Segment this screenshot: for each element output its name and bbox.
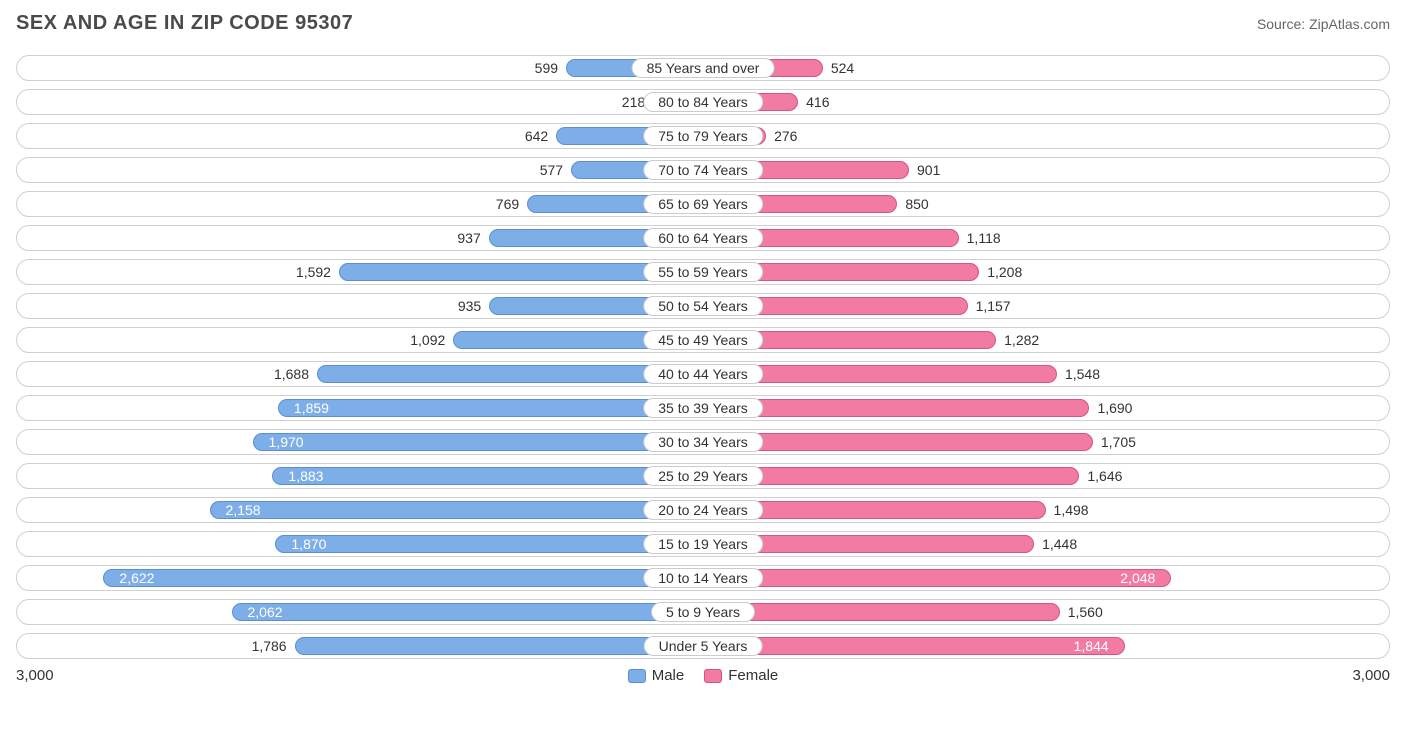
female-value: 1,282 — [1004, 328, 1039, 352]
male-bar — [103, 569, 703, 587]
category-label: 30 to 34 Years — [643, 432, 763, 452]
male-value: 1,883 — [278, 464, 333, 488]
chart-source: Source: ZipAtlas.com — [1257, 16, 1390, 32]
male-bar — [275, 535, 703, 553]
axis-right-max: 3,000 — [1352, 667, 1390, 684]
female-value: 1,448 — [1042, 532, 1077, 556]
axis-left-max: 3,000 — [16, 667, 54, 684]
male-bar — [295, 637, 703, 655]
chart-title: SEX AND AGE IN ZIP CODE 95307 — [16, 12, 353, 35]
male-value: 2,622 — [109, 566, 164, 590]
male-value: 577 — [540, 158, 563, 182]
female-value: 1,208 — [987, 260, 1022, 284]
chart-row: 1,092 1,282 45 to 49 Years — [16, 327, 1390, 353]
female-value: 1,560 — [1068, 600, 1103, 624]
legend-swatch-female — [704, 669, 722, 683]
category-label: 35 to 39 Years — [643, 398, 763, 418]
chart-row: 218 416 80 to 84 Years — [16, 89, 1390, 115]
female-value: 1,498 — [1054, 498, 1089, 522]
legend-label-female: Female — [728, 667, 778, 684]
category-label: 50 to 54 Years — [643, 296, 763, 316]
male-bar — [253, 433, 703, 451]
chart-row: 1,970 1,705 30 to 34 Years — [16, 429, 1390, 455]
female-value: 1,157 — [976, 294, 1011, 318]
population-pyramid-chart: 599 524 85 Years and over 218 416 80 to 84 Ye… — [16, 55, 1390, 659]
female-value: 1,690 — [1097, 396, 1132, 420]
female-value: 1,118 — [967, 226, 1001, 250]
male-value: 1,092 — [410, 328, 445, 352]
category-label: Under 5 Years — [644, 636, 763, 656]
category-label: 10 to 14 Years — [643, 568, 763, 588]
female-bar — [703, 603, 1060, 621]
male-value: 642 — [525, 124, 548, 148]
female-value: 2,048 — [1110, 566, 1165, 590]
category-label: 60 to 64 Years — [643, 228, 763, 248]
category-label: 40 to 44 Years — [643, 364, 763, 384]
chart-row: 2,622 2,048 10 to 14 Years — [16, 565, 1390, 591]
category-label: 80 to 84 Years — [643, 92, 763, 112]
male-value: 1,786 — [252, 634, 287, 658]
category-label: 5 to 9 Years — [651, 602, 755, 622]
chart-row: 1,786 1,844 Under 5 Years — [16, 633, 1390, 659]
female-value: 276 — [774, 124, 797, 148]
female-value: 1,646 — [1087, 464, 1122, 488]
female-value: 416 — [806, 90, 829, 114]
chart-row: 937 1,118 60 to 64 Years — [16, 225, 1390, 251]
male-value: 935 — [458, 294, 481, 318]
male-value: 1,870 — [281, 532, 336, 556]
category-label: 15 to 19 Years — [643, 534, 763, 554]
female-value: 901 — [917, 158, 940, 182]
chart-row: 1,592 1,208 55 to 59 Years — [16, 259, 1390, 285]
category-label: 65 to 69 Years — [643, 194, 763, 214]
female-bar — [703, 637, 1125, 655]
male-bar — [232, 603, 704, 621]
male-value: 1,688 — [274, 362, 309, 386]
category-label: 85 Years and over — [632, 58, 775, 78]
female-bar — [703, 569, 1171, 587]
chart-row: 1,859 1,690 35 to 39 Years — [16, 395, 1390, 421]
male-value: 1,970 — [259, 430, 314, 454]
male-value: 599 — [535, 56, 558, 80]
category-label: 20 to 24 Years — [643, 500, 763, 520]
female-value: 524 — [831, 56, 854, 80]
chart-row: 1,870 1,448 15 to 19 Years — [16, 531, 1390, 557]
male-value: 2,062 — [237, 600, 292, 624]
male-value: 1,592 — [296, 260, 331, 284]
chart-row: 935 1,157 50 to 54 Years — [16, 293, 1390, 319]
legend-female: Female — [704, 667, 778, 684]
category-label: 55 to 59 Years — [643, 262, 763, 282]
legend-swatch-male — [628, 669, 646, 683]
chart-row: 1,883 1,646 25 to 29 Years — [16, 463, 1390, 489]
chart-row: 577 901 70 to 74 Years — [16, 157, 1390, 183]
male-value: 218 — [622, 90, 645, 114]
female-value: 1,705 — [1101, 430, 1136, 454]
female-value: 1,548 — [1065, 362, 1100, 386]
female-value: 850 — [905, 192, 928, 216]
chart-row: 1,688 1,548 40 to 44 Years — [16, 361, 1390, 387]
category-label: 45 to 49 Years — [643, 330, 763, 350]
male-value: 2,158 — [216, 498, 271, 522]
chart-row: 769 850 65 to 69 Years — [16, 191, 1390, 217]
chart-footer: 3,000 Male Female 3,000 — [16, 667, 1390, 684]
female-value: 1,844 — [1064, 634, 1119, 658]
legend-male: Male — [628, 667, 685, 684]
category-label: 75 to 79 Years — [643, 126, 763, 146]
chart-row: 2,158 1,498 20 to 24 Years — [16, 497, 1390, 523]
male-bar — [278, 399, 703, 417]
category-label: 25 to 29 Years — [643, 466, 763, 486]
male-bar — [272, 467, 703, 485]
male-value: 937 — [457, 226, 480, 250]
chart-row: 2,062 1,560 5 to 9 Years — [16, 599, 1390, 625]
chart-legend: Male Female — [628, 667, 779, 684]
category-label: 70 to 74 Years — [643, 160, 763, 180]
chart-row: 599 524 85 Years and over — [16, 55, 1390, 81]
legend-label-male: Male — [652, 667, 685, 684]
chart-header: SEX AND AGE IN ZIP CODE 95307 Source: Zi… — [16, 12, 1390, 35]
male-value: 1,859 — [284, 396, 339, 420]
male-value: 769 — [496, 192, 519, 216]
male-bar — [210, 501, 703, 519]
chart-row: 642 276 75 to 79 Years — [16, 123, 1390, 149]
